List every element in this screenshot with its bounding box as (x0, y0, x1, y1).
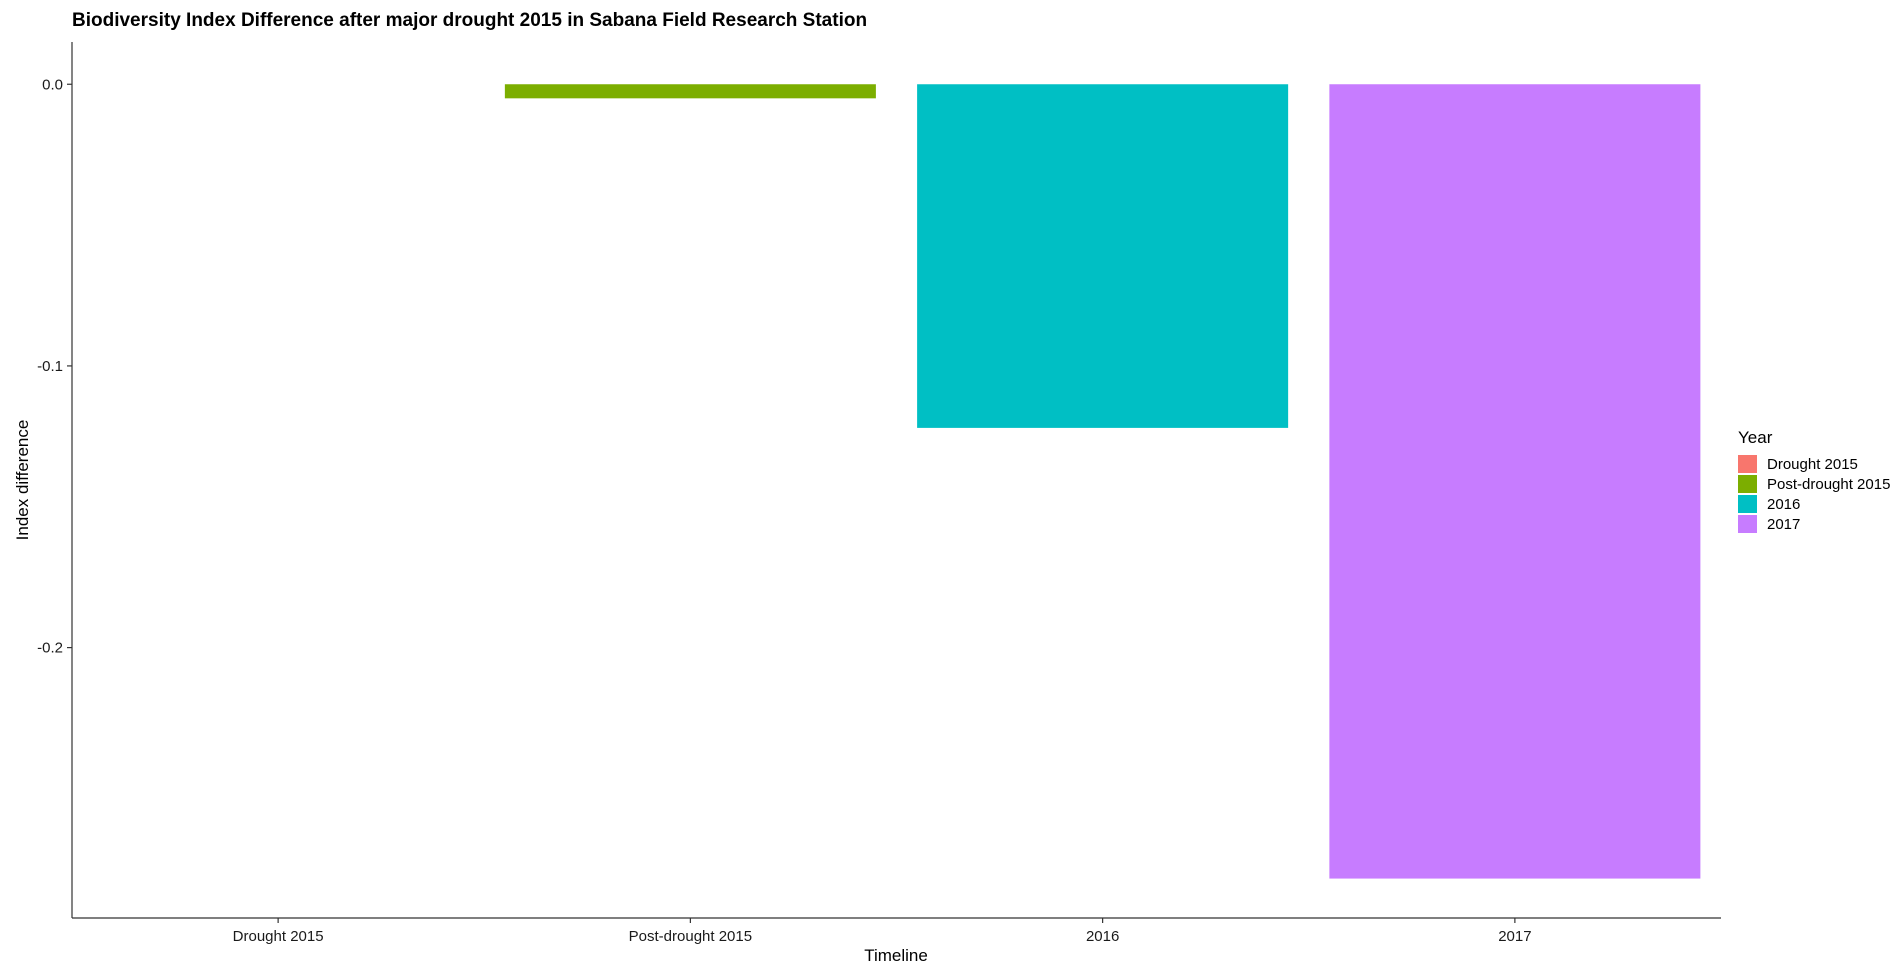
x-ticks: Drought 2015 Post-drought 2015 2016 2017 (233, 918, 1532, 945)
x-tick-label: 2016 (1086, 928, 1119, 945)
x-tick-label: Drought 2015 (233, 928, 324, 945)
legend-label: 2017 (1767, 516, 1800, 533)
y-tick-label: -0.1 (37, 358, 63, 375)
bar-3 (917, 84, 1289, 428)
legend-title: Year (1738, 428, 1773, 447)
bars-layer (504, 84, 1701, 879)
bar-4 (1329, 84, 1701, 879)
y-tick-label: 0.0 (42, 76, 63, 93)
legend-swatch (1738, 515, 1757, 533)
y-ticks: 0.0 -0.1 -0.2 (37, 76, 72, 657)
chart-title: Biodiversity Index Difference after majo… (72, 10, 868, 31)
x-tick-label: Post-drought 2015 (629, 928, 752, 945)
legend-swatch (1738, 495, 1757, 513)
legend: Year Drought 2015 Post-drought 2015 2016 20… (1738, 428, 1890, 533)
x-tick-label: 2017 (1498, 928, 1531, 945)
x-axis-title: Timeline (864, 946, 928, 965)
legend-label: 2016 (1767, 496, 1800, 513)
y-axis-title: Index difference (13, 420, 32, 541)
bar-2 (504, 84, 876, 99)
y-tick-label: -0.2 (37, 640, 63, 657)
legend-swatch (1738, 475, 1757, 493)
legend-label: Drought 2015 (1767, 456, 1858, 473)
legend-label: Post-drought 2015 (1767, 476, 1890, 493)
legend-swatch (1738, 455, 1757, 473)
